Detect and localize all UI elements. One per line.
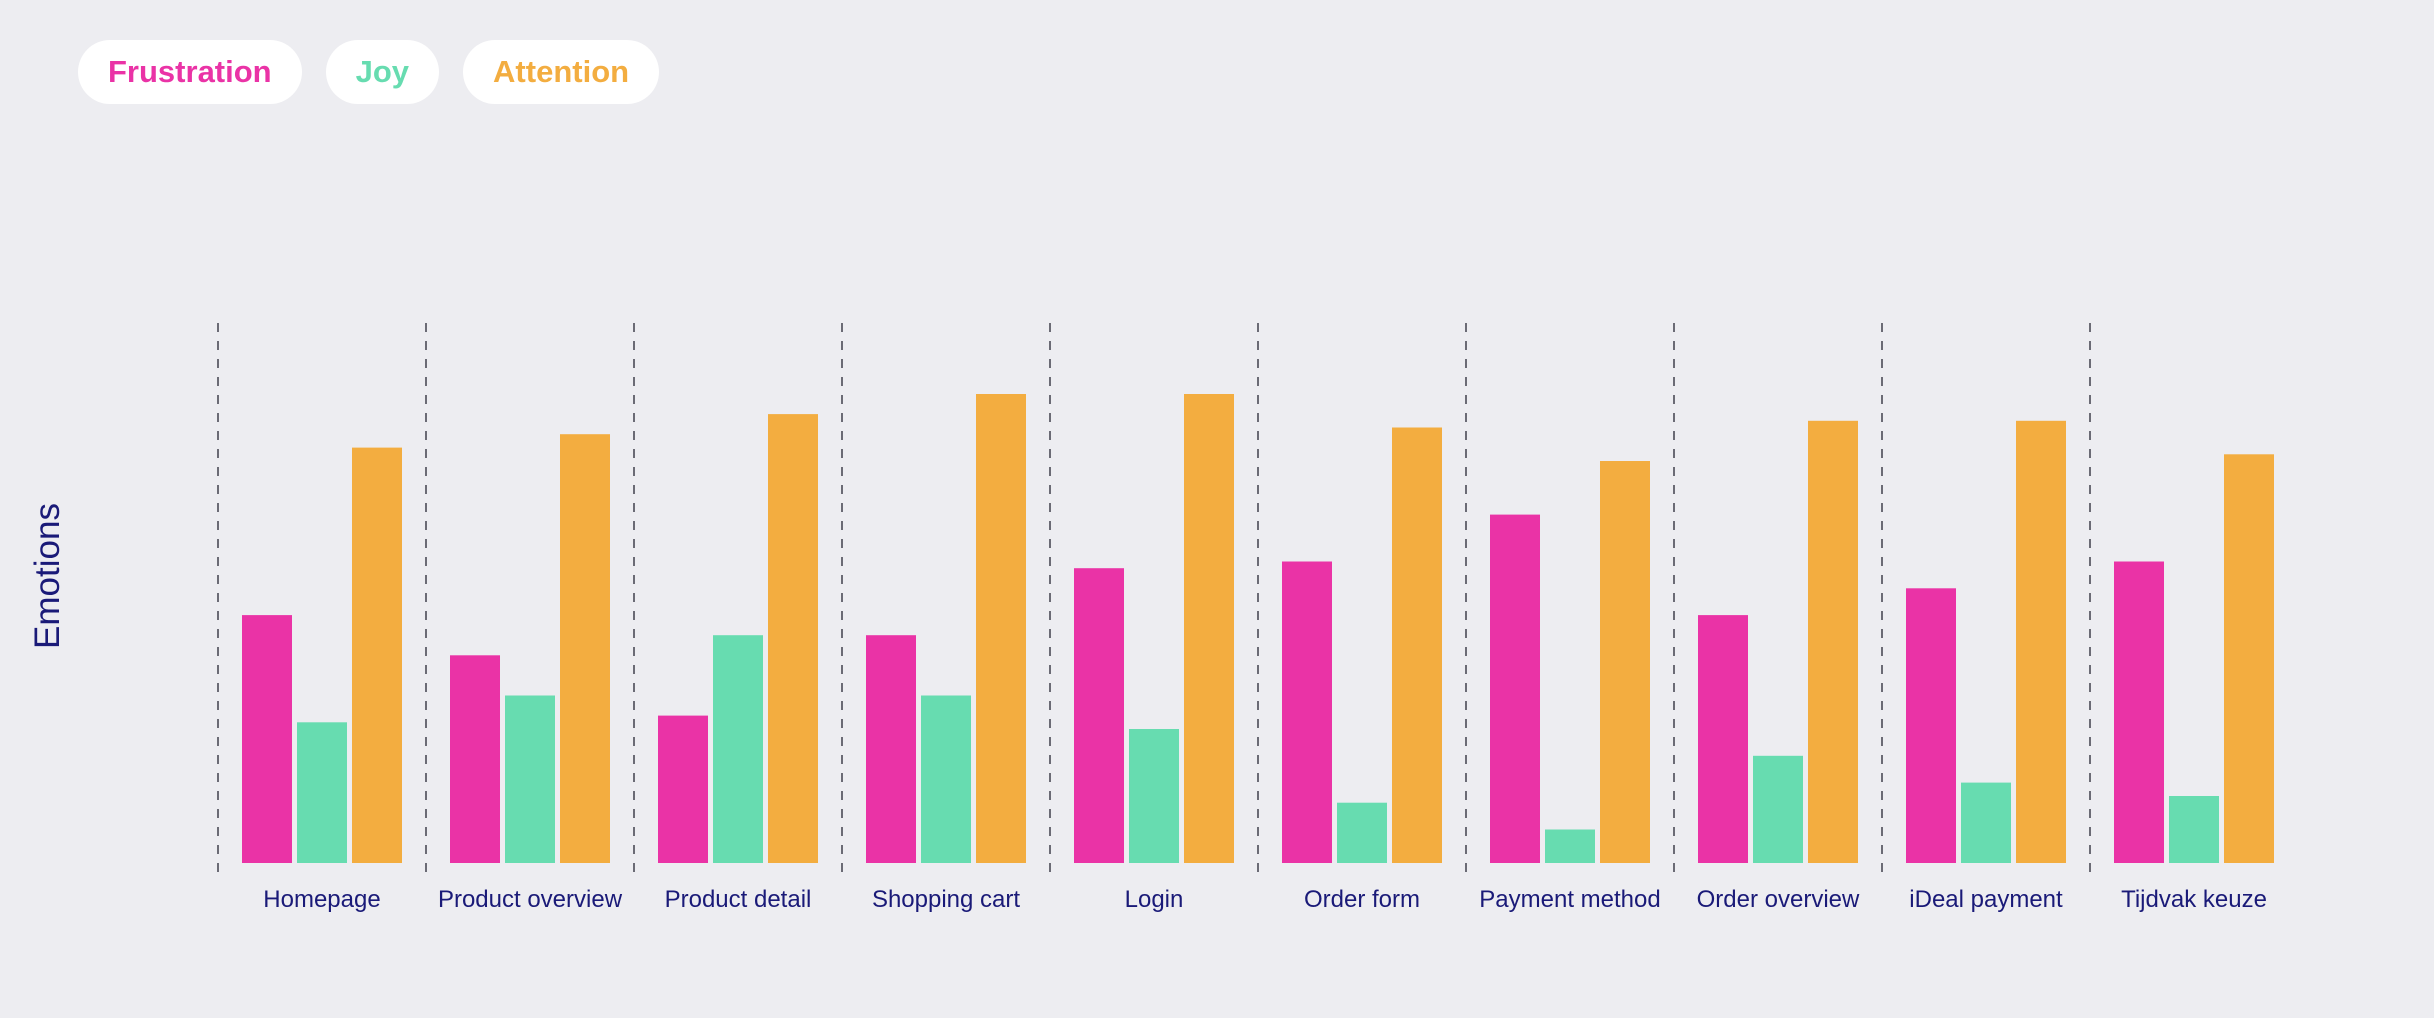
- bar-joy: [1753, 755, 1803, 863]
- legend-item-attention[interactable]: Attention: [463, 40, 660, 104]
- legend-label-attention: Attention: [493, 54, 630, 89]
- category-label: Tijdvak keuze: [2121, 886, 2267, 913]
- bar-frustration: [1282, 561, 1332, 863]
- legend-label-frustration: Frustration: [108, 54, 272, 89]
- bar-attention: [2016, 420, 2066, 863]
- bar-attention: [2224, 454, 2274, 863]
- bar-frustration: [450, 655, 500, 863]
- bar-attention: [768, 414, 818, 863]
- bar-frustration: [866, 635, 916, 863]
- bar-frustration: [1906, 588, 1956, 863]
- category-label: Login: [1125, 886, 1184, 913]
- bar-attention: [976, 394, 1026, 863]
- bar-frustration: [242, 615, 292, 863]
- bar-attention: [1184, 394, 1234, 863]
- bar-joy: [921, 695, 971, 863]
- bar-joy: [1545, 829, 1595, 863]
- bar-frustration: [1698, 615, 1748, 863]
- bar-joy: [1337, 802, 1387, 863]
- category-label: iDeal payment: [1909, 886, 2063, 913]
- legend-item-joy[interactable]: Joy: [325, 40, 440, 104]
- category-label: Payment method: [1479, 886, 1660, 913]
- category-label: Shopping cart: [872, 886, 1020, 913]
- bar-joy: [1129, 729, 1179, 863]
- category-label: Homepage: [263, 886, 380, 913]
- bar-joy: [297, 722, 347, 863]
- bar-frustration: [2114, 561, 2164, 863]
- category-label: Order overview: [1697, 886, 1860, 913]
- category-label: Product detail: [665, 886, 812, 913]
- bar-attention: [1808, 420, 1858, 863]
- bar-joy: [1961, 782, 2011, 863]
- legend-item-frustration[interactable]: Frustration: [78, 40, 302, 104]
- bar-attention: [1600, 461, 1650, 863]
- category-label: Order form: [1304, 886, 1420, 913]
- category-label: Product overview: [438, 886, 623, 913]
- legend-label-joy: Joy: [355, 54, 410, 89]
- bar-joy: [2169, 796, 2219, 863]
- legend: Frustration Joy Attention: [78, 40, 660, 104]
- bar-attention: [352, 447, 402, 863]
- bar-joy: [713, 635, 763, 863]
- bar-attention: [1392, 427, 1442, 863]
- bar-frustration: [658, 715, 708, 863]
- bar-frustration: [1074, 568, 1124, 863]
- bar-joy: [505, 695, 555, 863]
- bar-attention: [560, 434, 610, 863]
- bar-frustration: [1490, 514, 1540, 863]
